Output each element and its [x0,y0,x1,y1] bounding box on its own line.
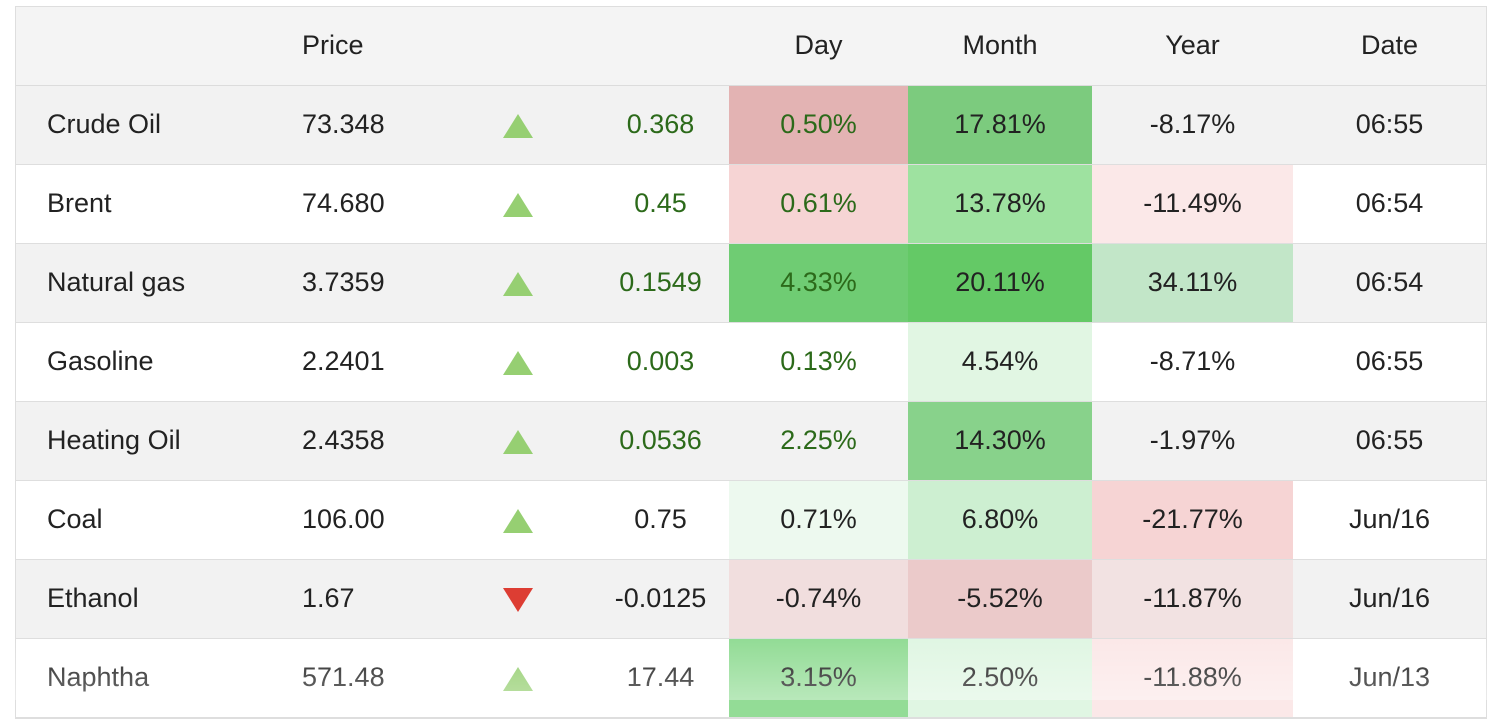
change-cell: 0.45 [592,164,729,244]
price-cell: 106.00 [284,480,444,560]
price-cell: 571.48 [284,638,444,718]
day-change-cell: 0.71% [729,480,908,560]
month-change-cell: 13.78% [908,164,1092,244]
commodity-name[interactable]: Heating Oil [16,401,284,481]
commodity-name[interactable]: Ethanol [16,559,284,639]
direction-cell [444,401,592,481]
up-arrow-icon [503,192,533,217]
day-change-cell: -0.74% [729,559,908,639]
year-change-cell: 34.11% [1092,243,1293,323]
price-cell: 2.4358 [284,401,444,481]
date-cell: Jun/13 [1293,638,1486,718]
price-cell: 73.348 [284,85,444,165]
commodity-name[interactable]: Natural gas [16,243,284,323]
table-row[interactable]: Coal 106.00 0.75 0.71% 6.80% -21.77% Jun/16 [16,480,1486,560]
date-cell: 06:55 [1293,85,1486,165]
direction-cell [444,480,592,560]
direction-cell [444,559,592,639]
change-cell: 0.75 [592,480,729,560]
price-cell: 74.680 [284,164,444,244]
commodity-name[interactable]: Crude Oil [16,85,284,165]
commodities-table-container: Price Day Month Year Date Crude Oil 73.34… [15,6,1487,719]
header-arrow [444,7,592,86]
price-cell: 2.2401 [284,322,444,402]
month-change-cell: 2.50% [908,638,1092,718]
commodities-table: Price Day Month Year Date Crude Oil 73.34… [16,7,1486,718]
change-cell: 0.1549 [592,243,729,323]
price-cell: 1.67 [284,559,444,639]
month-change-cell: 17.81% [908,85,1092,165]
table-row[interactable]: Crude Oil 73.348 0.368 0.50% 17.81% -8.17% 06:… [16,85,1486,165]
table-row[interactable]: Brent 74.680 0.45 0.61% 13.78% -11.49% 06:54 [16,164,1486,244]
year-change-cell: -11.88% [1092,638,1293,718]
up-arrow-icon [503,113,533,138]
day-change-cell: 0.50% [729,85,908,165]
day-change-cell: 3.15% [729,638,908,718]
day-change-cell: 4.33% [729,243,908,323]
commodity-name[interactable]: Gasoline [16,322,284,402]
up-arrow-icon [503,666,533,691]
header-price[interactable]: Price [284,7,444,86]
change-cell: -0.0125 [592,559,729,639]
month-change-cell: 14.30% [908,401,1092,481]
year-change-cell: -8.71% [1092,322,1293,402]
change-cell: 0.0536 [592,401,729,481]
header-change [592,7,729,86]
year-change-cell: -11.49% [1092,164,1293,244]
commodity-name[interactable]: Naphtha [16,638,284,718]
table-body: Crude Oil 73.348 0.368 0.50% 17.81% -8.17% 06:… [16,85,1486,718]
table-row[interactable]: Heating Oil 2.4358 0.0536 2.25% 14.30% -1.97%… [16,401,1486,481]
direction-cell [444,322,592,402]
up-arrow-icon [503,429,533,454]
change-cell: 0.003 [592,322,729,402]
date-cell: Jun/16 [1293,559,1486,639]
header-date[interactable]: Date [1293,7,1486,86]
direction-cell [444,164,592,244]
month-change-cell: 20.11% [908,243,1092,323]
change-cell: 0.368 [592,85,729,165]
day-change-cell: 0.13% [729,322,908,402]
commodity-name[interactable]: Brent [16,164,284,244]
date-cell: Jun/16 [1293,480,1486,560]
date-cell: 06:54 [1293,164,1486,244]
header-name [16,7,284,86]
table-row[interactable]: Natural gas 3.7359 0.1549 4.33% 20.11% 34.11%… [16,243,1486,323]
up-arrow-icon [503,350,533,375]
year-change-cell: -8.17% [1092,85,1293,165]
year-change-cell: -11.87% [1092,559,1293,639]
header-month[interactable]: Month [908,7,1092,86]
table-row[interactable]: Ethanol 1.67 -0.0125 -0.74% -5.52% -11.87% Jun… [16,559,1486,639]
direction-cell [444,243,592,323]
day-change-cell: 0.61% [729,164,908,244]
up-arrow-icon [503,508,533,533]
date-cell: 06:55 [1293,401,1486,481]
header-year[interactable]: Year [1092,7,1293,86]
day-change-cell: 2.25% [729,401,908,481]
month-change-cell: 6.80% [908,480,1092,560]
price-cell: 3.7359 [284,243,444,323]
table-header: Price Day Month Year Date [16,7,1486,86]
date-cell: 06:55 [1293,322,1486,402]
month-change-cell: 4.54% [908,322,1092,402]
commodity-name[interactable]: Coal [16,480,284,560]
direction-cell [444,85,592,165]
table-row[interactable]: Gasoline 2.2401 0.003 0.13% 4.54% -8.71% 06:55 [16,322,1486,402]
change-cell: 17.44 [592,638,729,718]
direction-cell [444,638,592,718]
down-arrow-icon [503,587,533,612]
up-arrow-icon [503,271,533,296]
table-row[interactable]: Naphtha 571.48 17.44 3.15% 2.50% -11.88% Jun/1… [16,638,1486,718]
header-day[interactable]: Day [729,7,908,86]
year-change-cell: -1.97% [1092,401,1293,481]
header-row: Price Day Month Year Date [16,7,1486,86]
date-cell: 06:54 [1293,243,1486,323]
month-change-cell: -5.52% [908,559,1092,639]
year-change-cell: -21.77% [1092,480,1293,560]
